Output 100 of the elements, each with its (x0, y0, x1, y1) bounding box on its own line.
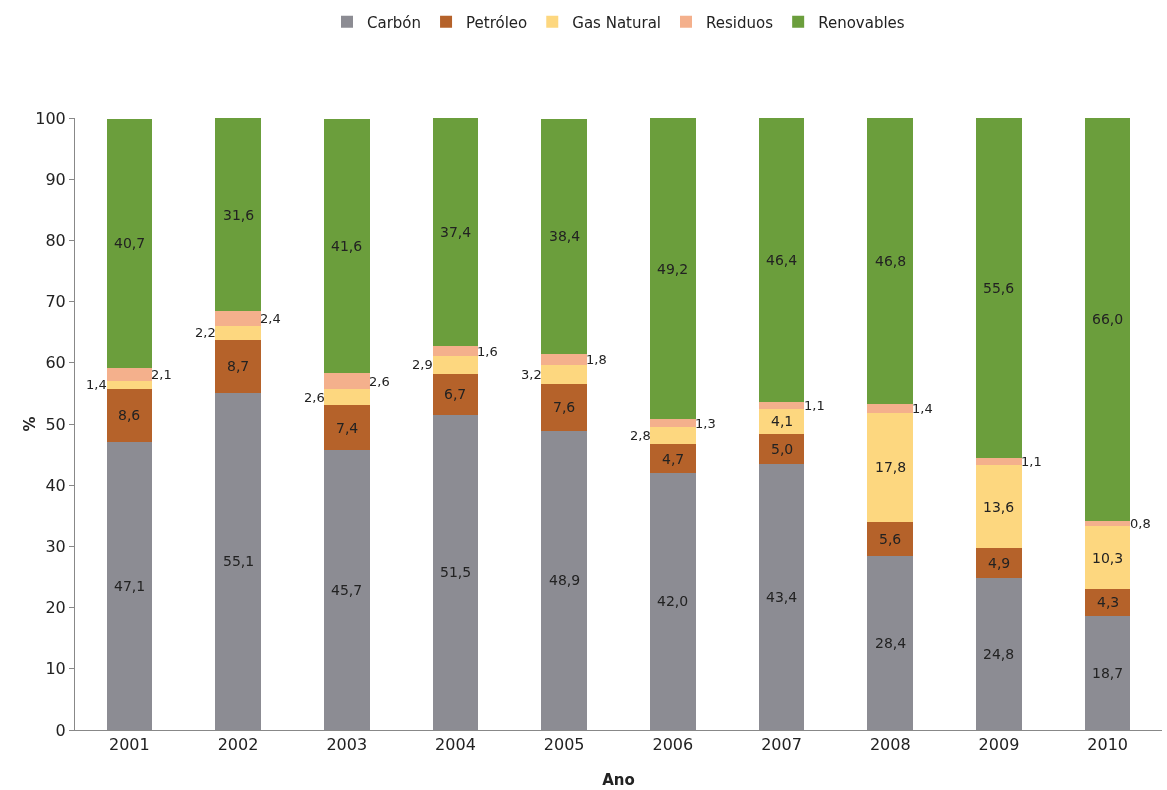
bar (432, 373, 479, 415)
bar (432, 118, 479, 347)
x-tick-label: 2001 (108, 735, 150, 755)
bar (867, 404, 914, 413)
bar (432, 356, 479, 374)
y-tick-label: 80 (45, 231, 66, 250)
bar (976, 118, 1022, 459)
bar (758, 408, 805, 434)
data-label: 1,8 (586, 352, 607, 367)
data-label: 2,4 (260, 311, 281, 326)
data-label: 47,1 (114, 578, 146, 594)
bar (650, 419, 696, 428)
bar (976, 548, 1022, 579)
x-axis-title: Ano (602, 771, 635, 789)
legend-label: Petróleo (466, 13, 528, 32)
data-label: 55,6 (983, 280, 1015, 296)
y-tick-label: 60 (45, 353, 66, 373)
data-label: 66,0 (1092, 311, 1124, 327)
bar (541, 118, 587, 354)
data-label: 2,8 (630, 428, 651, 443)
data-label: 2,2 (195, 325, 216, 340)
bar (650, 118, 696, 420)
bar (867, 118, 914, 405)
data-label: 38,4 (549, 228, 581, 244)
bar (106, 380, 153, 390)
legend-label: Renovables (818, 13, 905, 32)
y-tick-label: 0 (55, 720, 66, 740)
legend-label: Gas Natural (572, 13, 661, 32)
bar (1084, 118, 1131, 522)
x-tick-label: 2007 (761, 735, 802, 755)
y-tick-label: 50 (45, 414, 66, 434)
data-label: 0,8 (1130, 516, 1151, 531)
data-label: 2,6 (304, 390, 325, 405)
data-label: 7,4 (336, 420, 359, 436)
data-label: 18,7 (1092, 665, 1124, 681)
bar (650, 444, 696, 473)
data-label: 49,2 (657, 261, 689, 277)
bar (976, 458, 1022, 465)
bar (867, 521, 914, 557)
bar (215, 118, 261, 312)
y-tick-label: 40 (45, 475, 66, 495)
y-tick-label: 30 (45, 537, 66, 556)
data-label: 1,3 (695, 416, 716, 431)
data-label: 2,9 (412, 357, 433, 372)
data-label: 2,6 (369, 374, 390, 389)
data-label: 2,1 (151, 367, 172, 382)
bar (323, 373, 370, 390)
data-label: 37,4 (440, 224, 472, 240)
x-tick-label: 2004 (435, 735, 476, 755)
bar (323, 118, 370, 374)
bar (758, 118, 805, 402)
x-tick-label: 2010 (1087, 735, 1129, 755)
x-tick-label: 2002 (217, 735, 259, 755)
bar (541, 353, 587, 365)
data-label: 46,4 (766, 252, 798, 268)
y-tick-label: 90 (45, 169, 66, 189)
data-label: 10,3 (1092, 550, 1124, 566)
x-tick-label: 2009 (978, 735, 1020, 755)
legend-label: Carbón (367, 13, 422, 32)
legend-label: Residuos (706, 13, 774, 32)
data-label: 4,7 (662, 451, 685, 467)
data-label: 43,4 (766, 589, 798, 605)
bar (867, 412, 914, 522)
data-label: 8,7 (227, 358, 250, 374)
bar (541, 364, 587, 385)
data-label: 13,6 (983, 499, 1015, 515)
data-label: 48,9 (549, 572, 581, 588)
y-axis-title: % (21, 416, 39, 432)
x-tick-label: 2008 (869, 735, 911, 755)
data-label: 1,4 (912, 401, 933, 416)
x-tick-label: 2006 (652, 735, 694, 755)
bar (106, 367, 153, 381)
data-label: 4,3 (1097, 594, 1120, 610)
data-label: 42,0 (657, 593, 689, 609)
y-tick-label: 100 (35, 108, 66, 128)
x-tick-label: 2005 (543, 735, 585, 755)
x-tick-label: 2003 (326, 735, 368, 755)
data-label: 6,7 (444, 386, 467, 402)
bar (215, 326, 261, 340)
data-label: 28,4 (875, 635, 907, 651)
y-tick-label: 70 (45, 292, 66, 312)
data-label: 24,8 (983, 646, 1015, 662)
data-label: 5,6 (879, 531, 902, 547)
data-label: 41,6 (331, 238, 363, 254)
data-label: 1,4 (86, 377, 107, 392)
data-label: 3,2 (521, 367, 542, 382)
data-label: 1,1 (1021, 454, 1042, 469)
data-label: 5,0 (771, 441, 794, 457)
data-label: 1,1 (804, 398, 825, 413)
data-label: 45,7 (331, 582, 363, 598)
data-label: 40,7 (114, 235, 146, 251)
bar (432, 346, 479, 357)
data-label: 4,1 (771, 413, 794, 429)
data-label: 17,8 (875, 459, 907, 475)
bar (1084, 521, 1131, 527)
bar (1084, 589, 1131, 616)
y-tick-label: 10 (45, 659, 66, 679)
bar (215, 311, 261, 327)
data-label: 1,6 (477, 344, 498, 359)
data-label: 7,6 (553, 399, 576, 415)
